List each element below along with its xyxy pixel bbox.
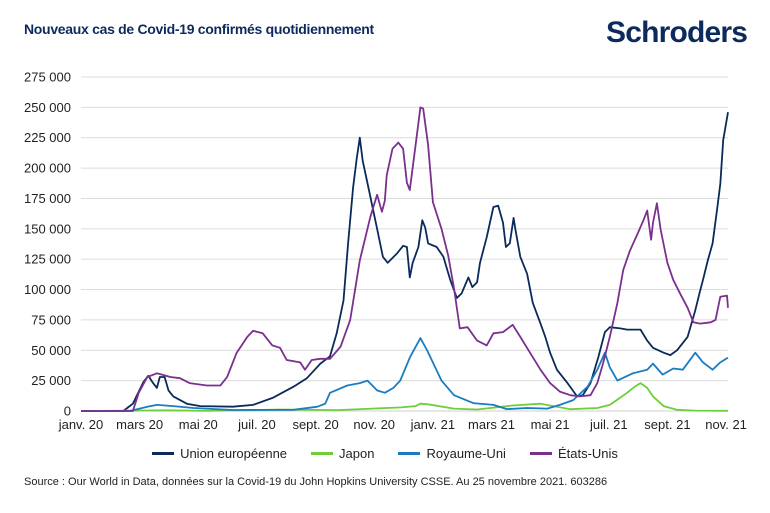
- legend-item-japan: Japon: [311, 446, 374, 461]
- legend-label: Royaume-Uni: [426, 446, 506, 461]
- x-tick-label: juil. 21: [589, 417, 628, 432]
- y-tick-label: 200 000: [24, 161, 71, 176]
- x-tick-label: sept. 20: [292, 417, 338, 432]
- y-tick-label: 175 000: [24, 191, 71, 206]
- y-tick-label: 125 000: [24, 252, 71, 267]
- legend-label: Japon: [339, 446, 375, 461]
- x-tick-label: janv. 21: [410, 417, 456, 432]
- series-line-us: [81, 106, 729, 412]
- legend: Union européenne Japon Royaume-Uni États…: [0, 446, 770, 461]
- legend-swatch: [311, 452, 334, 455]
- y-tick-label: 250 000: [24, 100, 71, 115]
- x-tick-label: mai 21: [531, 417, 570, 432]
- x-tick-label: mars 21: [468, 417, 515, 432]
- line-chart: 0 25 000 50 000 75 000 100 000 125 000 150 000…: [24, 70, 747, 433]
- y-tick-label: 225 000: [24, 130, 71, 145]
- y-tick-label: 75 000: [31, 312, 71, 327]
- legend-item-uk: Royaume-Uni: [398, 446, 506, 461]
- y-tick-label: 100 000: [24, 282, 71, 297]
- legend-swatch: [398, 452, 421, 455]
- legend-item-us: États-Unis: [529, 446, 618, 461]
- legend-swatch: [529, 452, 552, 455]
- legend-label: Union européenne: [180, 446, 288, 461]
- legend-swatch: [152, 452, 175, 455]
- legend-label: États-Unis: [557, 446, 618, 461]
- y-tick-label: 50 000: [31, 343, 71, 358]
- x-tick-label: mars 20: [116, 417, 163, 432]
- series-line-uk: [81, 337, 729, 412]
- chart-title: Nouveaux cas de Covid-19 confirmés quoti…: [24, 21, 374, 37]
- x-tick-label: juil. 20: [237, 417, 276, 432]
- x-tick-label: mai 20: [179, 417, 218, 432]
- series-line-eu: [81, 112, 729, 412]
- schroders-logo: Schroders: [606, 16, 748, 49]
- x-tick-label: sept. 21: [644, 417, 690, 432]
- y-tick-label: 150 000: [24, 221, 71, 236]
- x-tick-label: nov. 21: [705, 417, 747, 432]
- source-note: Source : Our World in Data, données sur …: [24, 476, 608, 488]
- y-tick-label: 25 000: [31, 373, 71, 388]
- x-tick-label: janv. 20: [58, 417, 104, 432]
- y-tick-label: 275 000: [24, 70, 71, 85]
- y-tick-label: 0: [64, 404, 71, 419]
- legend-item-eu: Union européenne: [152, 446, 287, 461]
- x-tick-label: nov. 20: [353, 417, 395, 432]
